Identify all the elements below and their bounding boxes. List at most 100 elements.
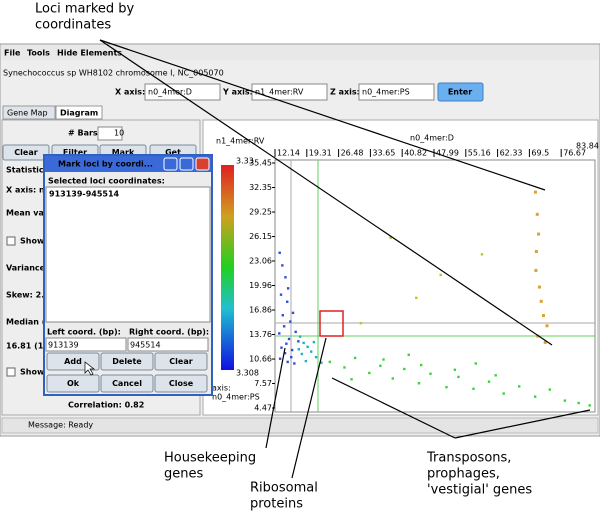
left-input[interactable] <box>45 337 127 352</box>
button[interactable] <box>2 144 50 161</box>
button-label: Clear <box>14 148 37 157</box>
button-label: Filter <box>63 148 87 157</box>
colorbar-label: 3.33 <box>236 157 254 166</box>
annotation: proteins <box>250 497 303 512</box>
y-select[interactable] <box>251 83 328 101</box>
stat-line: Show <box>20 368 45 377</box>
window-button[interactable] <box>195 157 210 171</box>
point <box>539 299 543 303</box>
point <box>415 296 418 300</box>
button-label: Clear <box>169 357 192 366</box>
button-label: Add <box>64 357 82 366</box>
colorbar-label: 3.308 <box>236 369 259 378</box>
button[interactable] <box>100 352 154 371</box>
annotation: Transposons, <box>426 451 511 466</box>
x-tick-label: 19.31 <box>309 149 332 158</box>
point <box>302 341 305 345</box>
button[interactable] <box>100 374 154 393</box>
point <box>545 324 549 328</box>
checkbox[interactable] <box>6 367 16 377</box>
stat-line: X axis: n0 <box>6 186 51 195</box>
point <box>278 332 281 335</box>
y-tick-label: 4.47 <box>254 404 272 413</box>
y-select-value: n1_4mer:RV <box>255 88 304 97</box>
point <box>389 236 392 239</box>
point <box>306 345 309 349</box>
y-tick-label: 7.57 <box>254 379 272 388</box>
annotation-line <box>99 39 546 191</box>
point <box>379 364 382 368</box>
label: Y axis: <box>222 88 253 97</box>
stat-line: Mean valu <box>6 209 53 218</box>
point <box>417 382 421 385</box>
point <box>286 300 289 303</box>
point <box>382 358 385 361</box>
tab-label: Diagram <box>60 109 98 118</box>
bars-input[interactable] <box>97 126 123 141</box>
button-label: Ok <box>67 379 80 388</box>
point <box>350 378 353 381</box>
point <box>287 337 291 341</box>
point <box>534 249 538 253</box>
label: Right coord. (bp): <box>129 328 209 337</box>
point <box>297 348 300 351</box>
point <box>453 368 457 372</box>
button-label: Cancel <box>112 379 142 388</box>
point <box>577 401 580 405</box>
point <box>304 359 308 363</box>
marked-region <box>319 310 344 337</box>
point <box>289 320 292 323</box>
list-item: 913139-945514 <box>49 190 120 199</box>
annotation: Housekeeping <box>164 451 256 466</box>
annotation: coordinates <box>35 18 111 33</box>
window-button[interactable] <box>163 157 178 171</box>
point <box>533 395 537 398</box>
status-bar <box>1 417 599 434</box>
annotation: Loci marked by <box>35 2 135 17</box>
right-value: 945514 <box>130 341 161 350</box>
y-tick-label: 13.76 <box>249 330 272 339</box>
point <box>445 386 448 389</box>
point <box>537 232 541 236</box>
point <box>290 348 294 352</box>
right-input[interactable] <box>127 337 209 352</box>
annotation-line <box>454 409 591 439</box>
label: X axis: <box>115 88 145 97</box>
point <box>534 268 538 272</box>
menu-bar <box>1 45 599 60</box>
point <box>494 374 497 377</box>
z-select[interactable] <box>358 83 435 101</box>
enter-button[interactable] <box>437 82 484 102</box>
point <box>439 273 442 277</box>
y-tick-label: 23.06 <box>249 256 272 265</box>
point <box>533 190 537 194</box>
button[interactable] <box>46 374 100 393</box>
point <box>280 346 283 349</box>
point <box>279 293 283 296</box>
point <box>403 367 406 371</box>
organism-label: Synechococcus sp WH8102 chromosome I, NC… <box>3 69 224 78</box>
button[interactable] <box>154 374 208 393</box>
point <box>535 212 539 216</box>
tab[interactable] <box>55 105 103 120</box>
x-tick-label: 40.82 <box>404 149 427 158</box>
y-tick-label: 29.25 <box>249 208 272 217</box>
point <box>314 355 318 359</box>
z-title: axis: <box>212 384 231 393</box>
x-select[interactable] <box>144 83 221 101</box>
stat-line: 16.81 (15. <box>6 342 52 351</box>
point <box>297 340 300 343</box>
annotation: genes <box>164 467 203 482</box>
annotation-line <box>265 347 286 449</box>
checkbox[interactable] <box>6 236 16 246</box>
button[interactable] <box>154 352 208 371</box>
annotation: 'vestigial' genes <box>427 483 532 498</box>
stat-line: Variance: <box>6 264 48 273</box>
window-button[interactable] <box>179 157 194 171</box>
tab[interactable] <box>2 105 56 120</box>
annotation-line <box>99 39 553 346</box>
point <box>320 361 323 364</box>
coords-list[interactable] <box>45 186 211 323</box>
stat-line: Statistics <box>6 166 49 175</box>
